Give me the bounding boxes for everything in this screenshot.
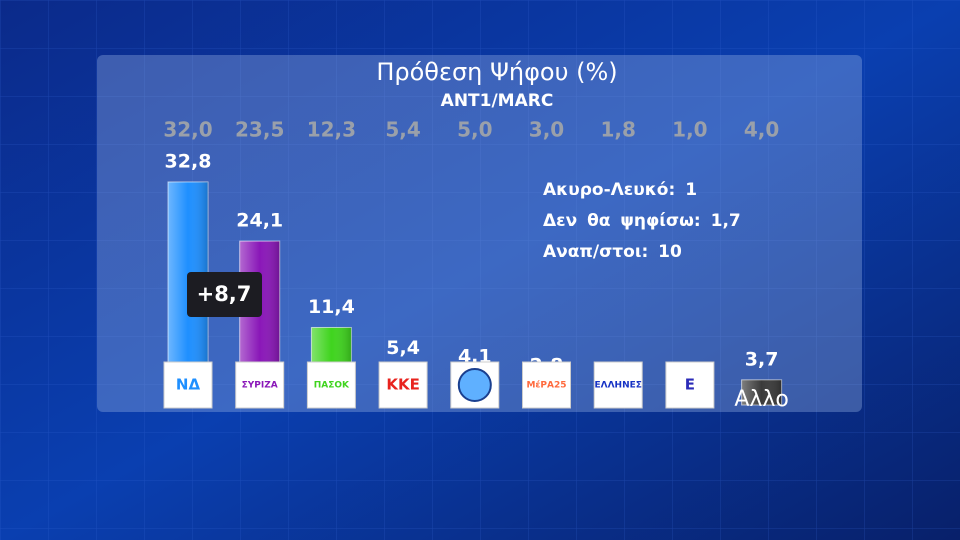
value-label: 11,4 (308, 296, 355, 318)
note: Αναπ/στοι: 10 (543, 242, 682, 262)
category-label: ΚΚΕ (386, 376, 420, 394)
category-label: ΕΛΛΗΝΕΣ (594, 381, 641, 391)
category-label: ΠΑΣΟΚ (314, 381, 350, 391)
previous-value: 12,3 (307, 118, 356, 142)
previous-value: 1,8 (600, 118, 635, 142)
party-logo (163, 361, 213, 409)
value-label: 5,4 (386, 337, 420, 359)
category-label: Ε (685, 376, 695, 394)
party-logo (522, 361, 571, 409)
bar-shine (741, 379, 782, 405)
chart-title: Πρόθεση Ψήφου (%) (376, 58, 617, 86)
party-logo (235, 361, 285, 409)
chart-subtitle: ΑΝΤ1/MARC (441, 91, 554, 111)
previous-value: 5,4 (385, 118, 420, 142)
party-logo-icon (457, 368, 492, 402)
note: Ακυρο-Λευκό: 1 (543, 180, 697, 200)
value-label: 24,1 (236, 210, 283, 232)
value-label: 32,8 (165, 150, 212, 172)
value-label: 3,7 (745, 348, 779, 370)
category-label: ΣΥΡΙΖΑ (242, 381, 278, 391)
party-logo (378, 361, 428, 409)
previous-value: 5,0 (457, 118, 492, 142)
party-logo (665, 361, 715, 409)
panel (97, 55, 862, 412)
previous-value: 32,0 (163, 118, 212, 142)
previous-value: 1,0 (672, 118, 707, 142)
category-label: ΜέΡΑ25 (526, 380, 566, 391)
category-label: Αλλο (734, 387, 789, 412)
party-logo (306, 361, 356, 409)
annotation: +8,7 (197, 282, 252, 306)
annotation-box (187, 272, 262, 317)
party-logo (593, 361, 643, 409)
category-label: ΝΔ (176, 376, 201, 394)
previous-value: 3,0 (529, 118, 564, 142)
previous-value: 4,0 (744, 118, 779, 142)
note: Δεν θα ψηφίσω: 1,7 (543, 211, 741, 231)
previous-value: 23,5 (235, 118, 284, 142)
